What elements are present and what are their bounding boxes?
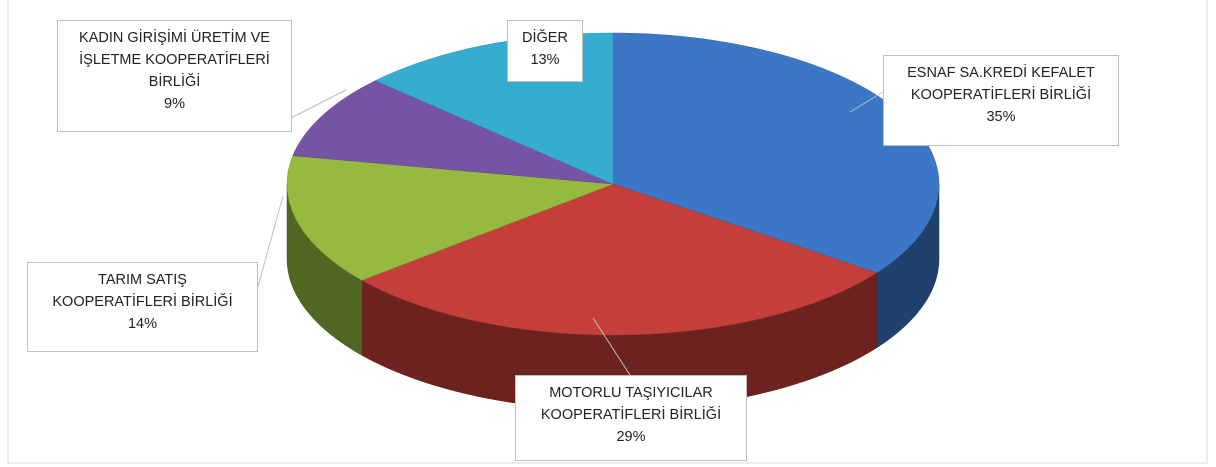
label-value: 35% [986, 109, 1016, 125]
slice [292, 80, 614, 185]
label-category: MOTORLU TAŞIYICILAR KOOPERATİFLERİ BİRLİ… [540, 385, 722, 423]
label-value: 14% [127, 316, 158, 332]
label-category: TARIM SATIŞ KOOPERATİFLERİ BİRLİĞİ [52, 272, 233, 310]
label-value: 29% [616, 429, 646, 445]
label-category: KADIN GİRİŞİMİ ÜRETİM VE İŞLETME KOOPERA… [79, 30, 270, 90]
data-label: KADIN GİRİŞİMİ ÜRETİM VE İŞLETME KOOPERA… [57, 20, 292, 132]
label-value: 13% [530, 52, 560, 68]
leader-line [592, 317, 631, 376]
chart-border [7, 0, 1208, 464]
data-label: ESNAF SA.KREDİ KEFALET KOOPERATİFLERİ Bİ… [883, 55, 1119, 146]
data-label: MOTORLU TAŞIYICILAR KOOPERATİFLERİ BİRLİ… [515, 375, 747, 461]
label-value: 9% [164, 96, 185, 112]
leader-line [290, 89, 347, 119]
leader-line [256, 195, 284, 291]
slice [286, 155, 614, 281]
data-label: TARIM SATIŞ KOOPERATİFLERİ BİRLİĞİ 14% [27, 262, 258, 352]
label-category: ESNAF SA.KREDİ KEFALET KOOPERATİFLERİ Bİ… [907, 65, 1095, 103]
slice [361, 183, 878, 336]
leader-line [849, 91, 884, 113]
data-label: DİĞER 13% [507, 20, 583, 82]
label-category: DİĞER [522, 30, 568, 46]
